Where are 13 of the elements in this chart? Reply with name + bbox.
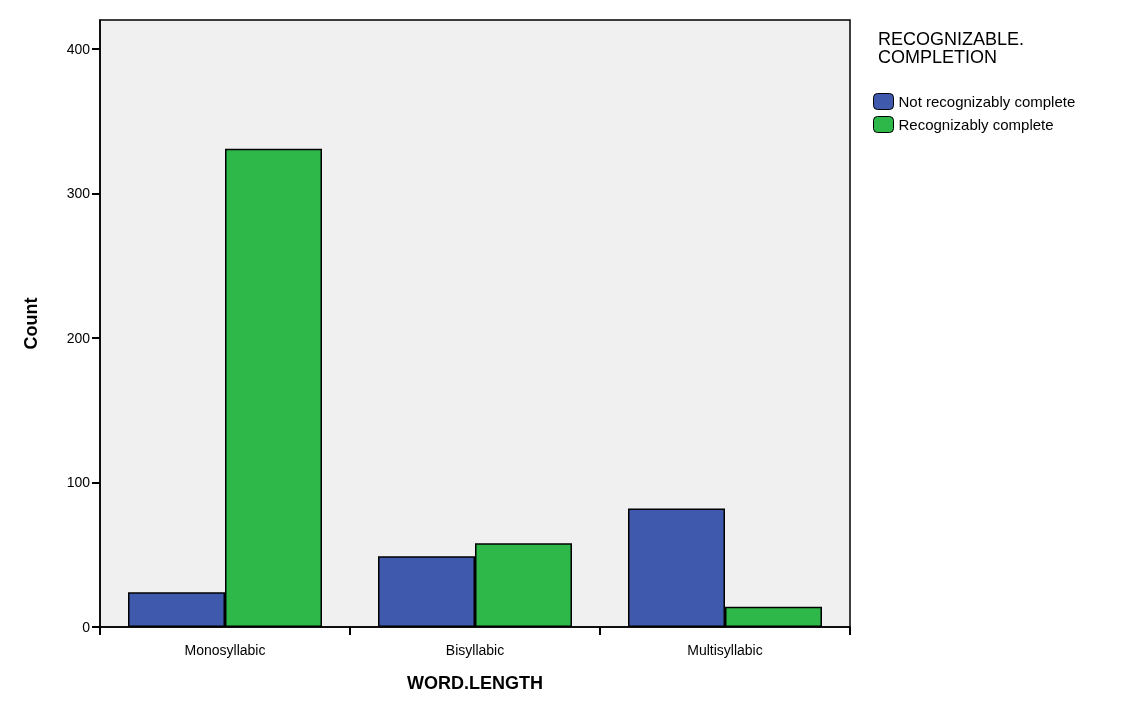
- y-tick-label: 0: [82, 619, 91, 635]
- legend-label: Not recognizably complete: [898, 93, 1076, 110]
- x-axis-title: WORD.LENGTH: [407, 673, 543, 693]
- y-tick-label: 400: [66, 40, 91, 57]
- y-tick-label: 200: [66, 329, 91, 346]
- legend-label: Recognizably complete: [898, 116, 1054, 133]
- x-tick-label: Multisyllabic: [687, 642, 763, 658]
- legend-title: RECOGNIZABLE. COMPLETION: [878, 29, 1025, 67]
- x-tick-label: Bisyllabic: [445, 642, 505, 658]
- y-tick-label: 300: [66, 185, 91, 202]
- x-tick-label: Monosyllabic: [184, 642, 266, 658]
- y-tick-label: 100: [66, 474, 91, 491]
- y-axis-title: Count: [21, 297, 41, 350]
